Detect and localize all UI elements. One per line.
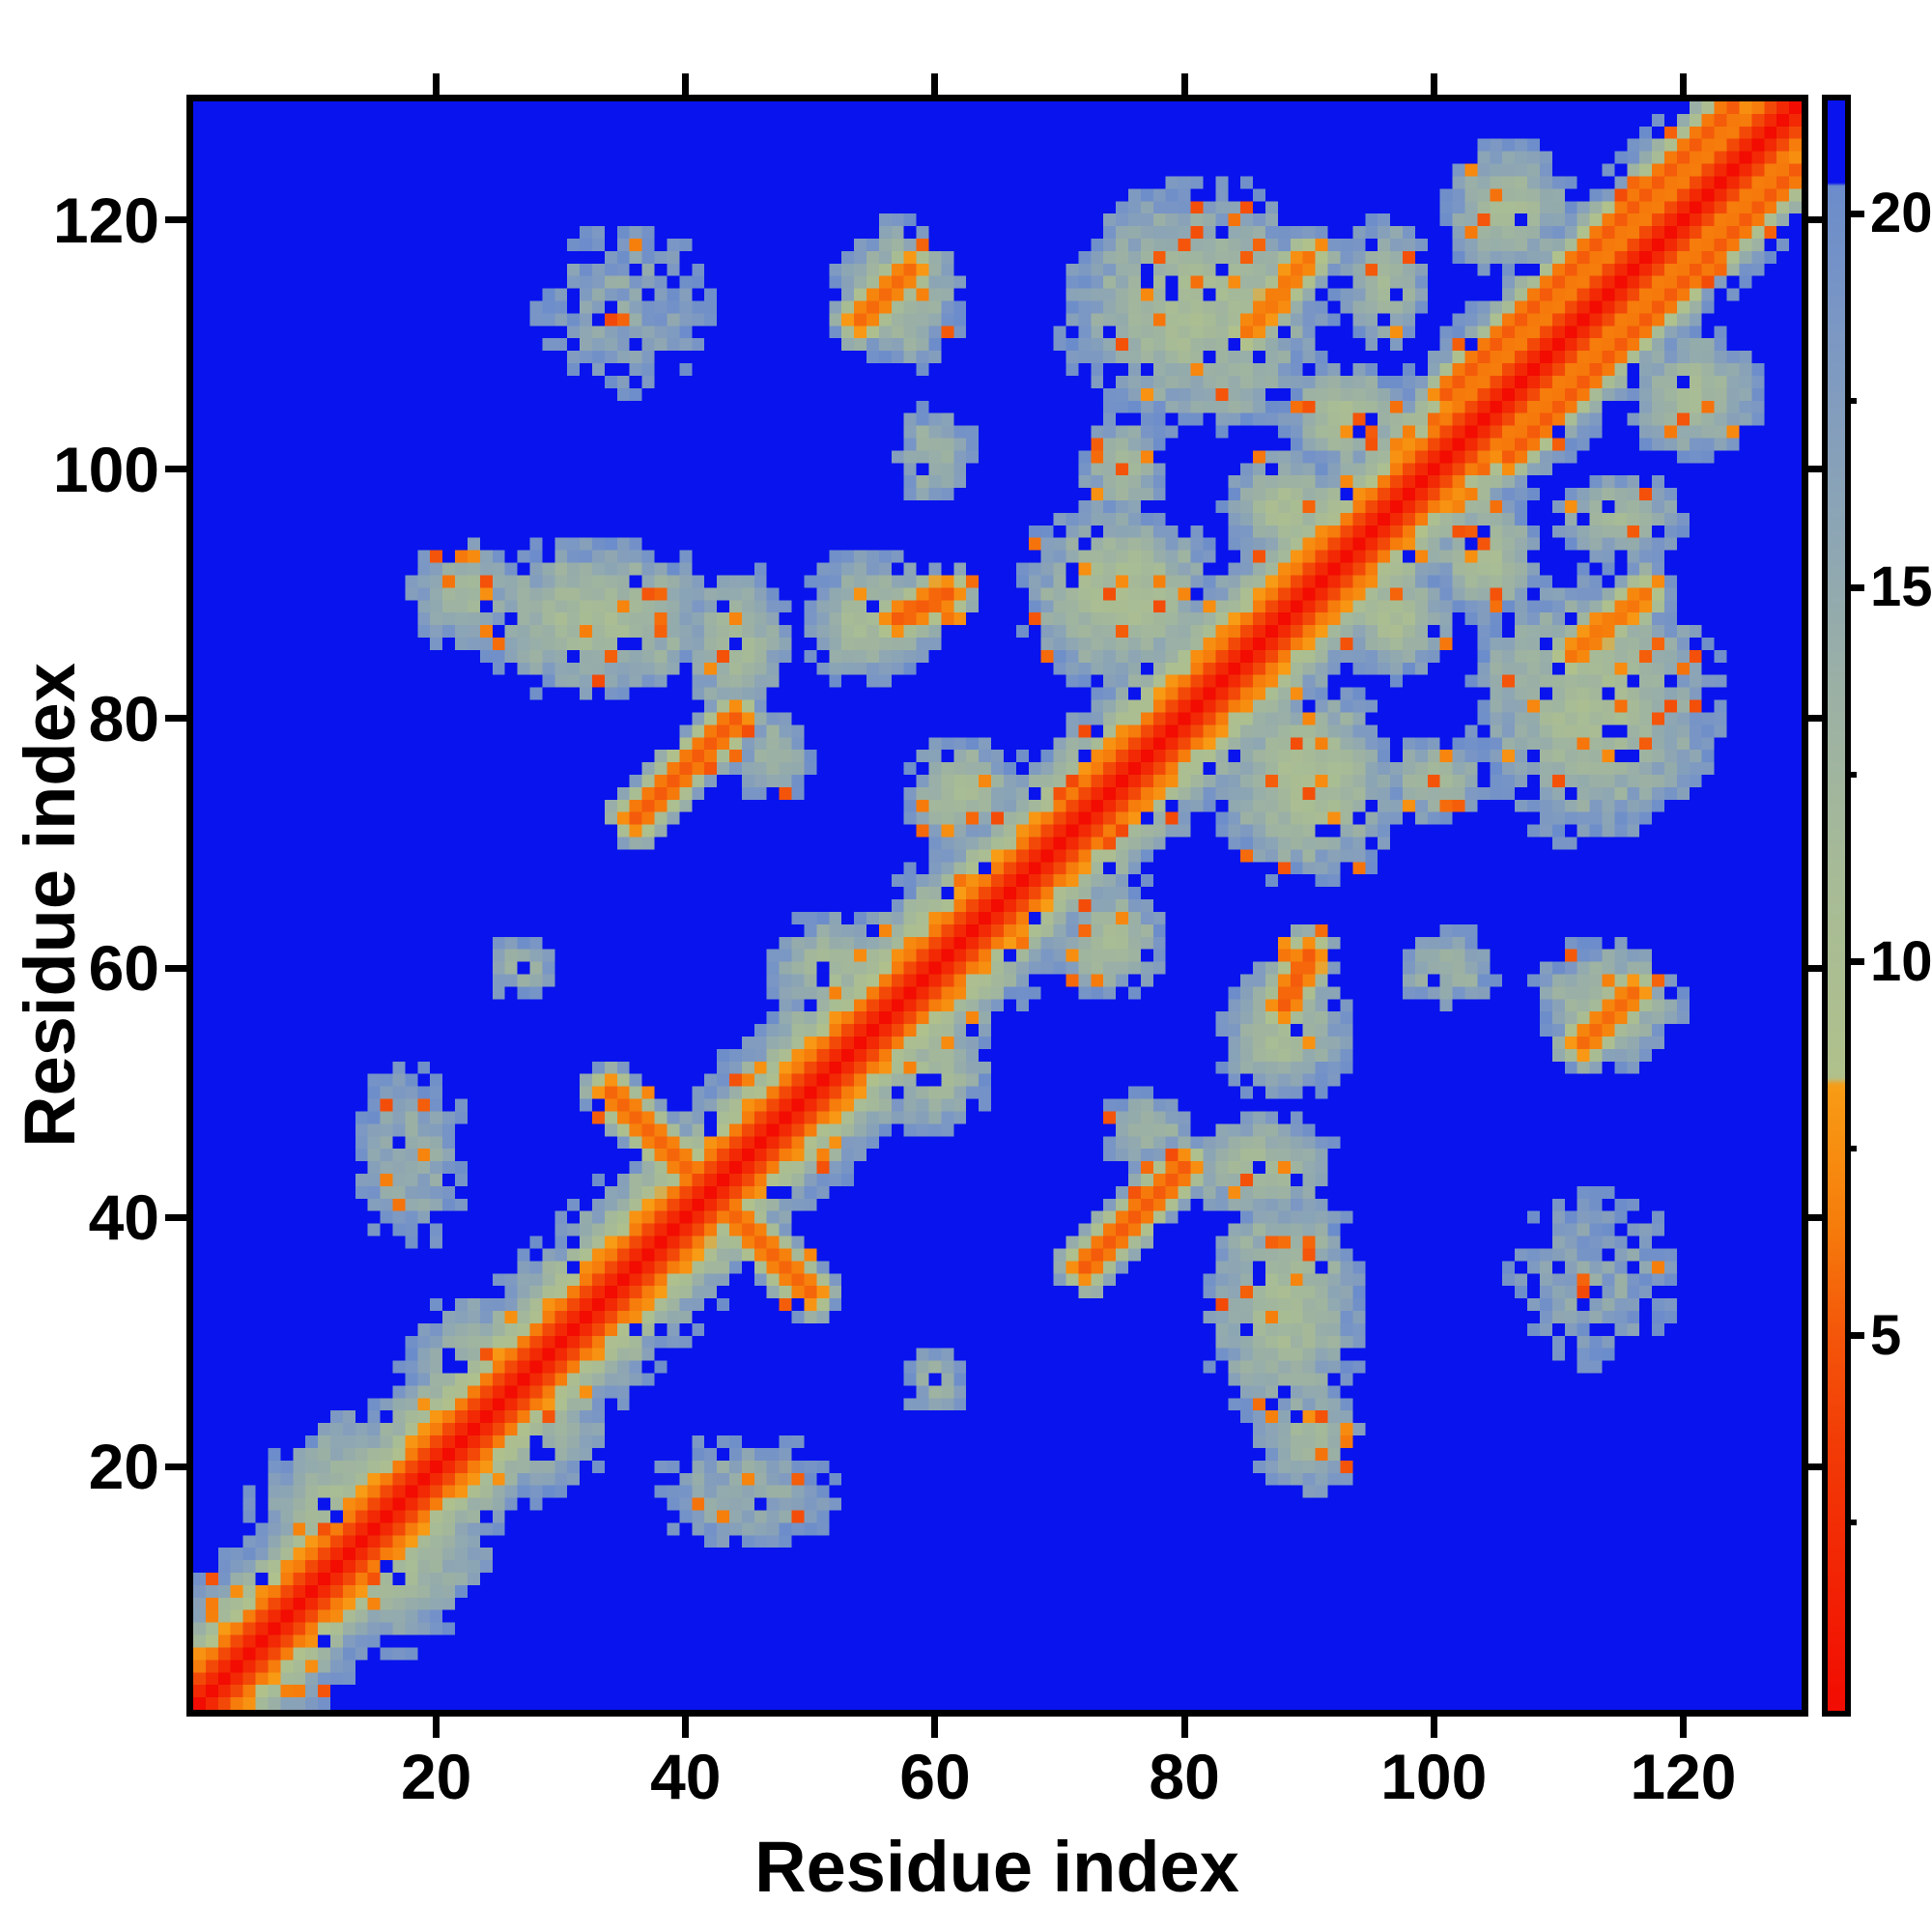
colorbar-tick: [1845, 1332, 1864, 1340]
x-axis-top-tick: [433, 73, 440, 95]
x-axis-tick: [682, 1717, 690, 1738]
colorbar-gradient: [1828, 100, 1845, 1711]
colorbar-minor-tick: [1845, 1520, 1857, 1526]
x-axis-top-tick: [1679, 73, 1687, 95]
colorbar-tick-label: 20: [1870, 182, 1932, 245]
colorbar-tick: [1845, 210, 1864, 217]
x-tick-label: 40: [650, 1741, 722, 1812]
x-axis-top-tick: [1180, 73, 1188, 95]
x-axis-tick: [433, 1717, 440, 1738]
y-axis-right-tick: [1808, 466, 1822, 473]
y-axis-title: Residue index: [10, 663, 90, 1148]
y-tick-label: 100: [52, 433, 159, 505]
colorbar-tick-label: 5: [1870, 1303, 1902, 1367]
x-tick-label: 100: [1380, 1741, 1488, 1812]
x-axis-tick: [931, 1717, 939, 1738]
colorbar-minor-tick: [1845, 771, 1857, 778]
y-tick-label: 80: [88, 682, 159, 754]
x-tick-label: 60: [899, 1741, 971, 1812]
y-tick-label: 40: [88, 1181, 159, 1254]
x-axis-title: Residue index: [754, 1827, 1239, 1907]
x-axis-tick: [1180, 1717, 1188, 1738]
y-axis-right-tick: [1808, 1463, 1822, 1470]
y-axis-right-tick: [1808, 715, 1822, 723]
colorbar-border: [1822, 95, 1851, 1717]
x-tick-label: 120: [1630, 1741, 1737, 1812]
y-axis-tick: [165, 1213, 186, 1221]
y-axis-tick: [165, 715, 186, 723]
y-axis-tick: [165, 1463, 186, 1470]
colorbar-tick-label: 15: [1870, 555, 1932, 619]
x-axis-tick: [1679, 1717, 1687, 1738]
y-axis-right-tick: [1808, 964, 1822, 972]
y-axis-right-tick: [1808, 1213, 1822, 1221]
x-axis-top-tick: [931, 73, 939, 95]
y-axis-tick: [165, 964, 186, 972]
x-tick-label: 20: [400, 1741, 472, 1812]
heatmap-canvas: [193, 101, 1802, 1710]
colorbar-minor-tick: [1845, 397, 1857, 404]
x-axis-tick: [1430, 1717, 1437, 1738]
x-tick-label: 80: [1149, 1741, 1220, 1812]
y-tick-label: 120: [52, 184, 159, 256]
colorbar-tick: [1845, 583, 1864, 591]
x-axis-top-tick: [1430, 73, 1437, 95]
y-tick-label: 20: [88, 1431, 159, 1503]
y-axis-right-tick: [1808, 216, 1822, 224]
y-axis-tick: [165, 216, 186, 224]
colorbar-minor-tick: [1845, 1146, 1857, 1152]
y-axis-tick: [165, 466, 186, 473]
colorbar-tick-label: 10: [1870, 929, 1932, 993]
y-tick-label: 60: [88, 932, 159, 1005]
x-axis-top-tick: [682, 73, 690, 95]
colorbar-tick: [1845, 958, 1864, 966]
